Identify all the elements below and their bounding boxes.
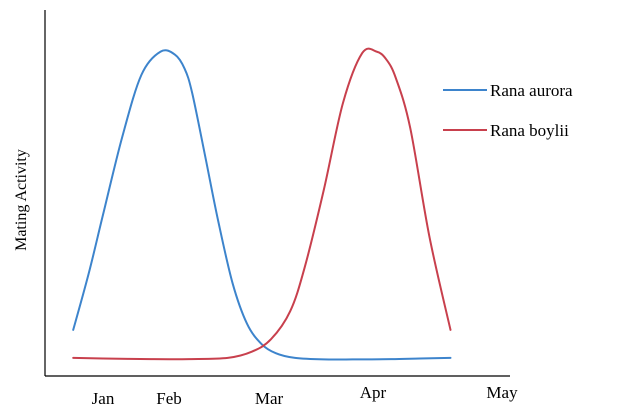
x-tick-label: Feb xyxy=(156,389,182,408)
x-tick-labels: Jan Feb Mar Apr May xyxy=(92,383,518,408)
legend-label: Rana boylii xyxy=(490,121,569,140)
series-line-rana-aurora xyxy=(72,49,452,361)
legend-label: Rana aurora xyxy=(490,81,573,100)
axes xyxy=(44,10,510,377)
series-line-rana-boylii xyxy=(72,47,452,361)
x-tick-label: May xyxy=(486,383,518,402)
legend: Rana aurora Rana boylii xyxy=(443,81,573,140)
y-axis-label: Mating Activity xyxy=(13,149,30,251)
x-tick-label: Apr xyxy=(360,383,387,402)
series-lines xyxy=(72,47,452,361)
x-tick-label: Mar xyxy=(255,389,284,408)
x-tick-label: Jan xyxy=(92,389,115,408)
